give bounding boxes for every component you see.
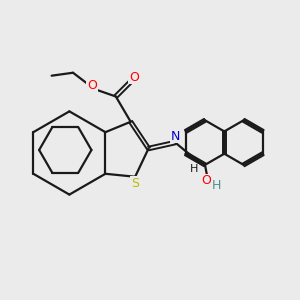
Text: N: N	[171, 130, 180, 142]
Text: H: H	[190, 164, 198, 174]
Text: O: O	[129, 71, 139, 84]
Text: O: O	[87, 79, 97, 92]
Text: S: S	[131, 177, 139, 190]
Text: H: H	[212, 179, 221, 192]
Text: O: O	[202, 174, 212, 188]
